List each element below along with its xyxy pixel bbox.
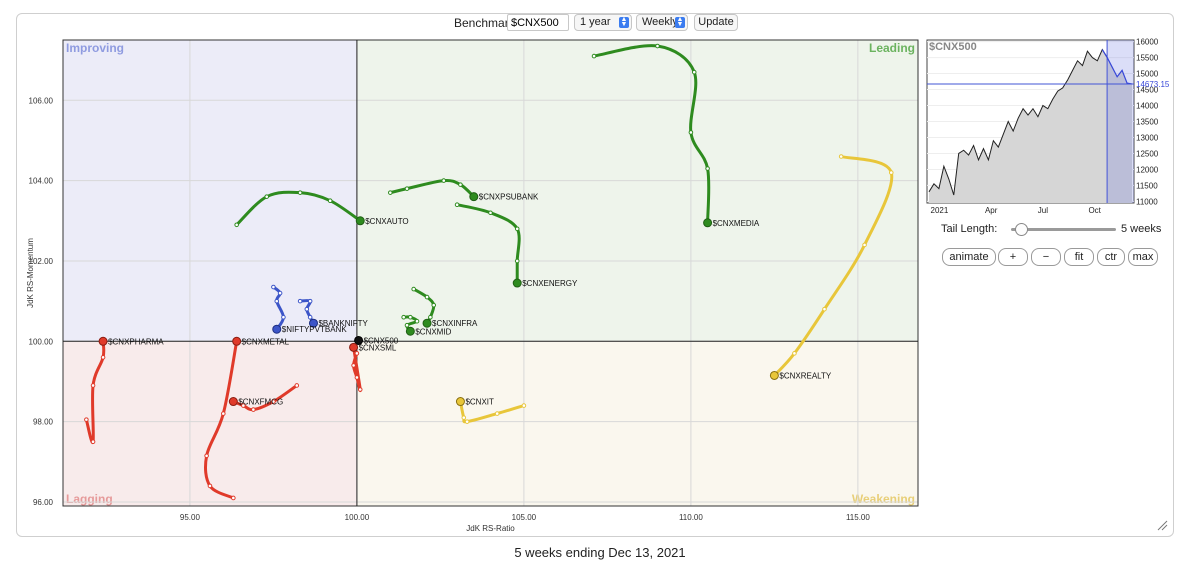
zoom-in-button[interactable]: +	[998, 248, 1028, 266]
center-button[interactable]: ctr	[1097, 248, 1125, 266]
toolbar: Benchmark: 1 year ▲▼ Weekly ▲▼ Update	[0, 14, 1200, 34]
tail-length-label: Tail Length:	[941, 223, 998, 235]
fit-button[interactable]: fit	[1064, 248, 1094, 266]
benchmark-input[interactable]	[507, 14, 569, 31]
max-button[interactable]: max	[1128, 248, 1158, 266]
tail-length-slider[interactable]	[1011, 228, 1116, 231]
tail-length-slider-thumb[interactable]	[1015, 223, 1029, 236]
resize-handle-icon[interactable]	[1157, 520, 1168, 531]
period-select[interactable]: 1 year ▲ ▼	[574, 14, 632, 31]
updown-chevron-icon: ▲ ▼	[619, 16, 629, 28]
frequency-value: Weekly	[642, 16, 678, 28]
animate-button[interactable]: animate	[942, 248, 996, 266]
updown-chevron-icon: ▲ ▼	[675, 16, 685, 28]
frequency-select[interactable]: Weekly ▲ ▼	[636, 14, 688, 31]
zoom-out-button[interactable]: −	[1031, 248, 1061, 266]
period-value: 1 year	[580, 16, 611, 28]
benchmark-label: Benchmark:	[454, 16, 519, 30]
update-button[interactable]: Update	[694, 14, 738, 31]
rrg-panel	[16, 13, 1174, 537]
footer-caption: 5 weeks ending Dec 13, 2021	[514, 545, 686, 560]
tail-length-value: 5 weeks	[1121, 223, 1162, 235]
